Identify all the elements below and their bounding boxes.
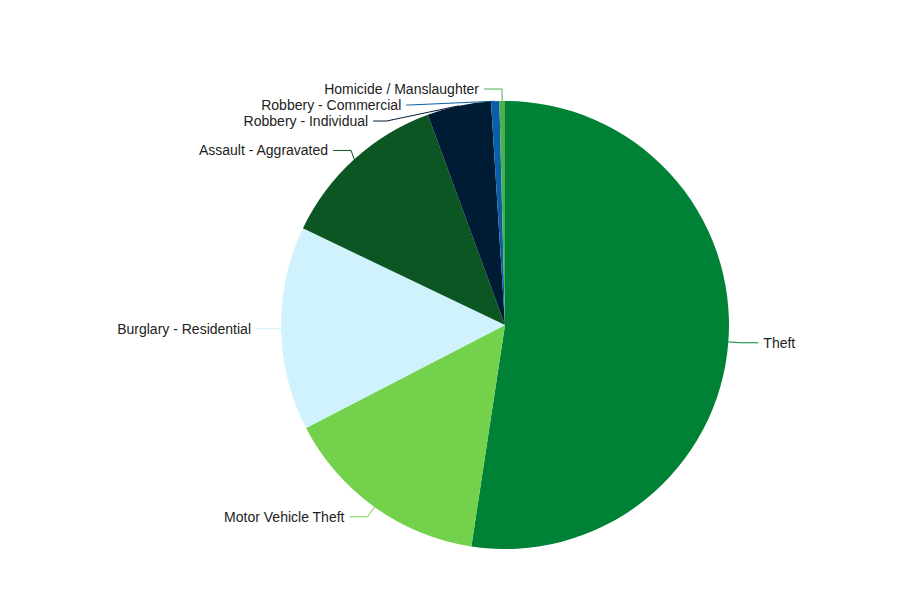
svg-text:Theft: Theft bbox=[763, 335, 795, 351]
svg-text:Burglary - Residential: Burglary - Residential bbox=[117, 321, 251, 337]
svg-text:Assault - Aggravated: Assault - Aggravated bbox=[199, 142, 328, 158]
svg-text:Robbery - Individual: Robbery - Individual bbox=[244, 113, 369, 129]
svg-text:Robbery - Commercial: Robbery - Commercial bbox=[261, 97, 401, 113]
svg-text:Motor Vehicle Theft: Motor Vehicle Theft bbox=[224, 509, 344, 525]
svg-text:Homicide / Manslaughter: Homicide / Manslaughter bbox=[324, 81, 479, 97]
